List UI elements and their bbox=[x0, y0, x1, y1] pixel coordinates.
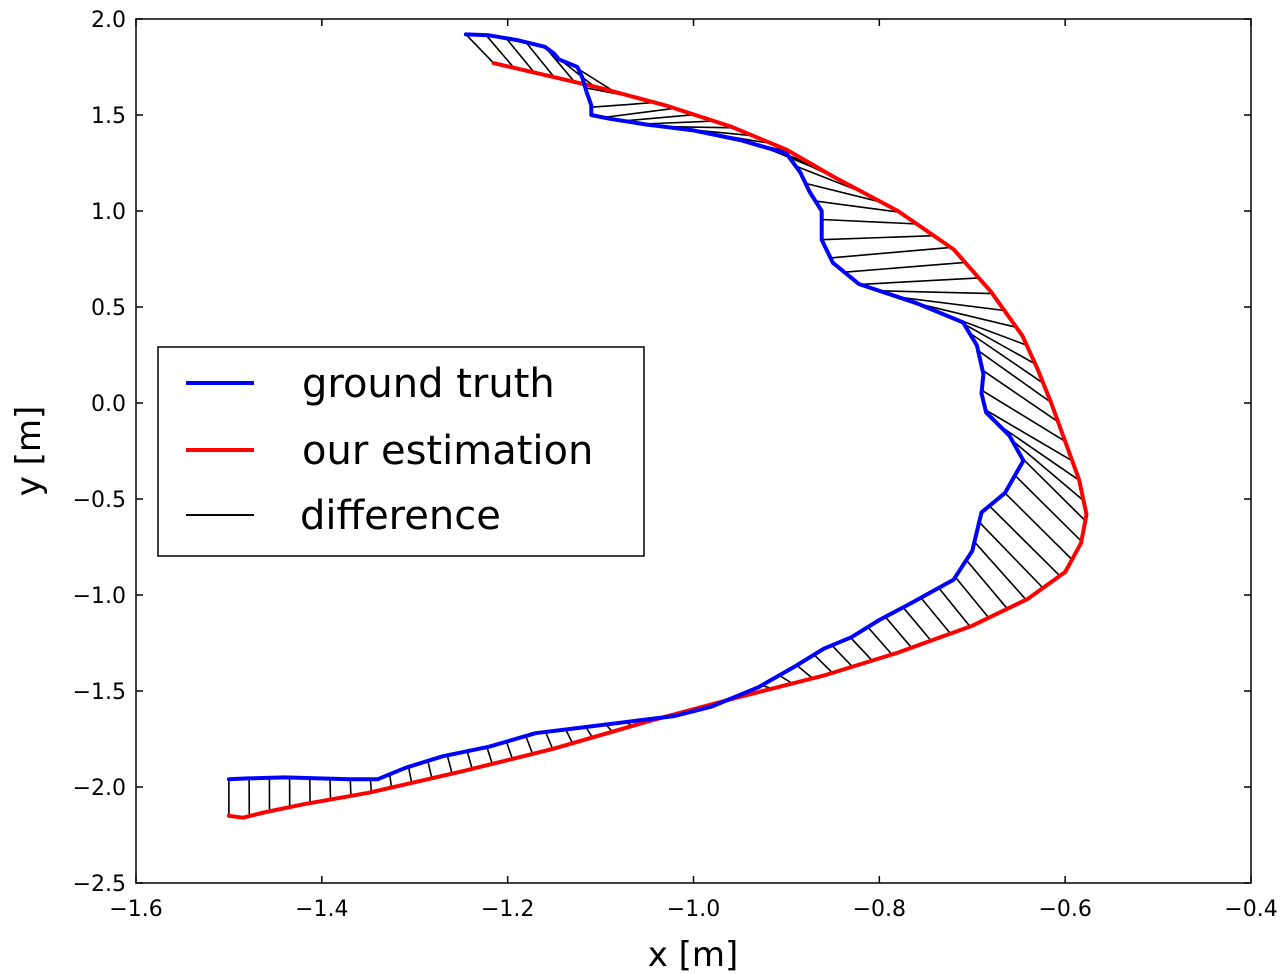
difference-line bbox=[388, 774, 393, 788]
y-tick-label: −2.5 bbox=[73, 872, 126, 897]
y-tick-label: 2.0 bbox=[91, 8, 126, 33]
difference-line bbox=[544, 731, 554, 750]
difference-line bbox=[427, 760, 433, 779]
series-line-our-estimation bbox=[226, 61, 1089, 820]
difference-line bbox=[466, 750, 473, 770]
difference-line bbox=[485, 34, 515, 69]
difference-line bbox=[917, 302, 1017, 329]
difference-line bbox=[988, 505, 1061, 577]
difference-line bbox=[821, 218, 917, 225]
difference-line bbox=[813, 654, 834, 674]
difference-line bbox=[525, 41, 555, 78]
y-tick-label: 0.0 bbox=[91, 392, 126, 417]
y-tick-label: 0.5 bbox=[91, 296, 126, 321]
difference-line bbox=[643, 120, 715, 125]
difference-line bbox=[1021, 457, 1086, 522]
x-tick-label: −1.2 bbox=[481, 897, 534, 922]
y-tick-label: −1.0 bbox=[73, 584, 126, 609]
difference-line bbox=[977, 349, 1052, 404]
y-axis-label: y [m] bbox=[9, 406, 49, 497]
y-tick-label: 1.5 bbox=[91, 104, 126, 129]
difference-line bbox=[844, 261, 966, 273]
difference-line bbox=[938, 587, 971, 628]
difference-line bbox=[329, 778, 332, 800]
difference-line bbox=[505, 37, 535, 73]
difference-line bbox=[968, 331, 1044, 384]
difference-line bbox=[1014, 474, 1082, 542]
difference-line bbox=[985, 409, 1073, 462]
difference-line bbox=[505, 741, 514, 760]
difference-line bbox=[821, 234, 934, 241]
legend-label-ground-truth: ground truth bbox=[302, 361, 555, 407]
legend-label-difference: difference bbox=[300, 493, 501, 539]
difference-line bbox=[407, 766, 413, 784]
x-tick-label: −0.6 bbox=[1038, 897, 1091, 922]
difference-line bbox=[796, 664, 814, 680]
difference-line bbox=[1004, 492, 1073, 561]
difference-line bbox=[577, 68, 616, 93]
difference-line bbox=[879, 290, 993, 295]
difference-line bbox=[603, 107, 675, 119]
x-tick-label: −1.4 bbox=[295, 897, 348, 922]
x-tick-label: −1.0 bbox=[667, 897, 720, 922]
difference-line bbox=[954, 318, 1036, 365]
x-tick-label: −0.4 bbox=[1224, 897, 1277, 922]
axis-ticks: −1.6 −1.4 −1.2 −1.0 −0.8 −0.6 −0.4 2.0 1.5 1.0 0.5… bbox=[73, 8, 1278, 922]
difference-line bbox=[998, 424, 1080, 481]
difference-line bbox=[525, 735, 534, 755]
difference-line bbox=[981, 389, 1066, 442]
difference-line bbox=[623, 113, 695, 122]
difference-line bbox=[850, 637, 873, 662]
difference-line bbox=[1011, 439, 1085, 502]
difference-line bbox=[982, 369, 1059, 423]
difference-line bbox=[920, 597, 952, 635]
difference-line bbox=[564, 729, 574, 744]
series-line-ground-truth bbox=[226, 32, 1026, 782]
difference-line bbox=[898, 296, 1005, 312]
difference-line bbox=[831, 644, 853, 668]
y-tick-label: 1.0 bbox=[91, 200, 126, 225]
x-tick-label: −0.8 bbox=[853, 897, 906, 922]
y-tick-label: −2.0 bbox=[73, 776, 126, 801]
difference-line bbox=[465, 33, 495, 64]
difference-line bbox=[954, 576, 990, 619]
difference-line bbox=[591, 101, 655, 108]
difference-line bbox=[805, 182, 882, 203]
difference-line bbox=[349, 779, 352, 796]
difference-line bbox=[978, 521, 1044, 589]
legend-label-our-estimation: our estimation bbox=[302, 428, 593, 474]
difference-line bbox=[815, 200, 900, 213]
difference-line bbox=[446, 755, 453, 774]
legend: ground truth our estimation difference bbox=[157, 346, 645, 557]
difference-line bbox=[860, 277, 979, 286]
difference-line bbox=[369, 779, 373, 793]
difference-line bbox=[830, 246, 951, 259]
series-lines bbox=[226, 32, 1089, 820]
difference-line bbox=[973, 541, 1027, 601]
difference-line bbox=[867, 626, 893, 656]
difference-line bbox=[902, 606, 932, 642]
x-tick-label: −1.6 bbox=[109, 897, 162, 922]
difference-line bbox=[965, 559, 1009, 610]
difference-line bbox=[884, 616, 913, 649]
y-tick-label: −0.5 bbox=[73, 488, 126, 513]
x-axis-label: x [m] bbox=[648, 935, 739, 974]
difference-line bbox=[486, 746, 494, 765]
y-tick-label: −1.5 bbox=[73, 680, 126, 705]
